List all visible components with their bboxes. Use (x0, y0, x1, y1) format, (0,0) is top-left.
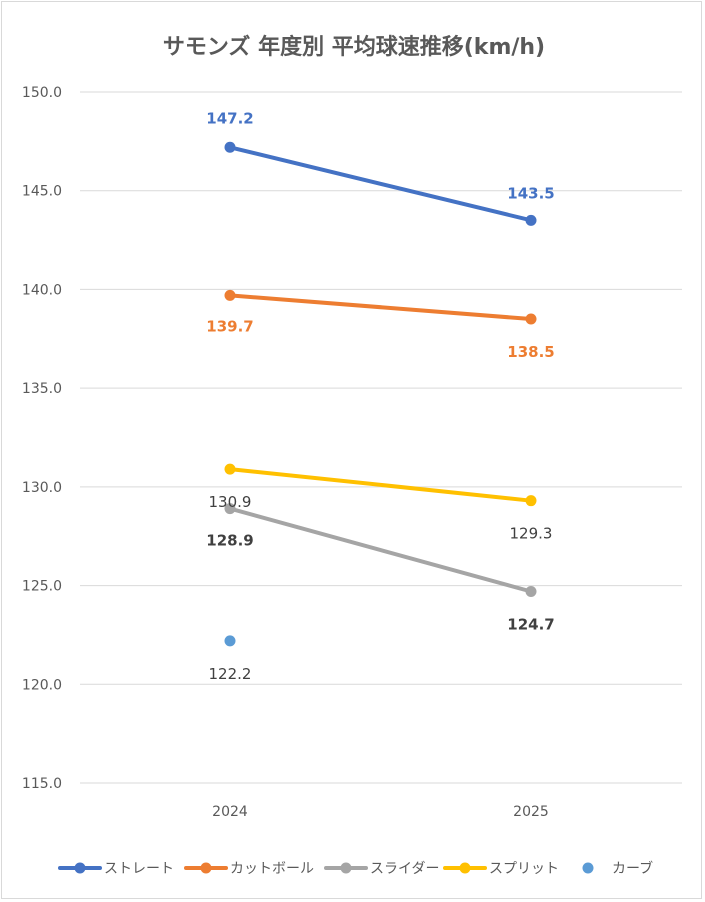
y-tick-label: 130.0 (22, 480, 62, 496)
data-label: 122.2 (209, 665, 252, 683)
legend-label: カットボール (230, 861, 314, 877)
data-point (224, 503, 236, 515)
x-axis-ticks: 2024 2025 (212, 804, 549, 820)
data-label: 128.9 (206, 532, 253, 550)
y-axis-ticks: 115.0 120.0 125.0 130.0 135.0 140.0 145.0 150.0 (22, 85, 62, 792)
data-label: 147.2 (206, 109, 253, 127)
legend-marker (200, 862, 212, 874)
data-labels: 147.2 143.5 139.7 138.5 128.9 124.7 130.9 129.3… (206, 109, 554, 683)
x-tick-label: 2024 (212, 804, 248, 820)
series-line-3 (228, 467, 533, 503)
data-point (525, 214, 537, 226)
data-label: 130.9 (209, 493, 252, 511)
series-lines (224, 141, 537, 647)
legend-label: スプリット (489, 861, 559, 877)
legend: ストレート カットボール スライダー スプリット カーブ (58, 860, 653, 877)
data-point (525, 495, 537, 507)
data-point (525, 313, 537, 325)
data-point (224, 463, 236, 475)
data-point (224, 635, 236, 647)
data-label: 138.5 (507, 343, 554, 361)
y-tick-label: 140.0 (22, 282, 62, 298)
legend-label: ストレート (104, 861, 174, 877)
data-label: 129.3 (510, 525, 553, 543)
y-tick-label: 125.0 (22, 579, 62, 595)
data-label: 124.7 (507, 615, 554, 633)
legend-label: カーブ (612, 860, 653, 877)
gridlines (80, 91, 682, 784)
y-tick-label: 115.0 (22, 776, 62, 792)
y-tick-label: 135.0 (22, 381, 62, 397)
data-label: 143.5 (507, 184, 554, 202)
data-point (224, 141, 236, 153)
legend-label: スライダー (370, 861, 439, 877)
data-point (525, 585, 537, 597)
legend-marker (582, 862, 594, 874)
legend-marker (74, 862, 86, 874)
y-tick-label: 120.0 (22, 677, 62, 693)
y-tick-label: 145.0 (22, 184, 62, 200)
series-line-2 (228, 506, 533, 594)
x-tick-label: 2025 (513, 804, 549, 820)
y-tick-label: 150.0 (22, 85, 62, 101)
chart-title: サモンズ 年度別 平均球速推移(km/h) (163, 34, 545, 60)
data-point (224, 289, 236, 301)
legend-marker (459, 862, 471, 874)
data-label: 139.7 (206, 317, 253, 335)
legend-marker (340, 862, 352, 874)
series-line-0 (228, 145, 533, 223)
series-line-1 (228, 293, 533, 322)
